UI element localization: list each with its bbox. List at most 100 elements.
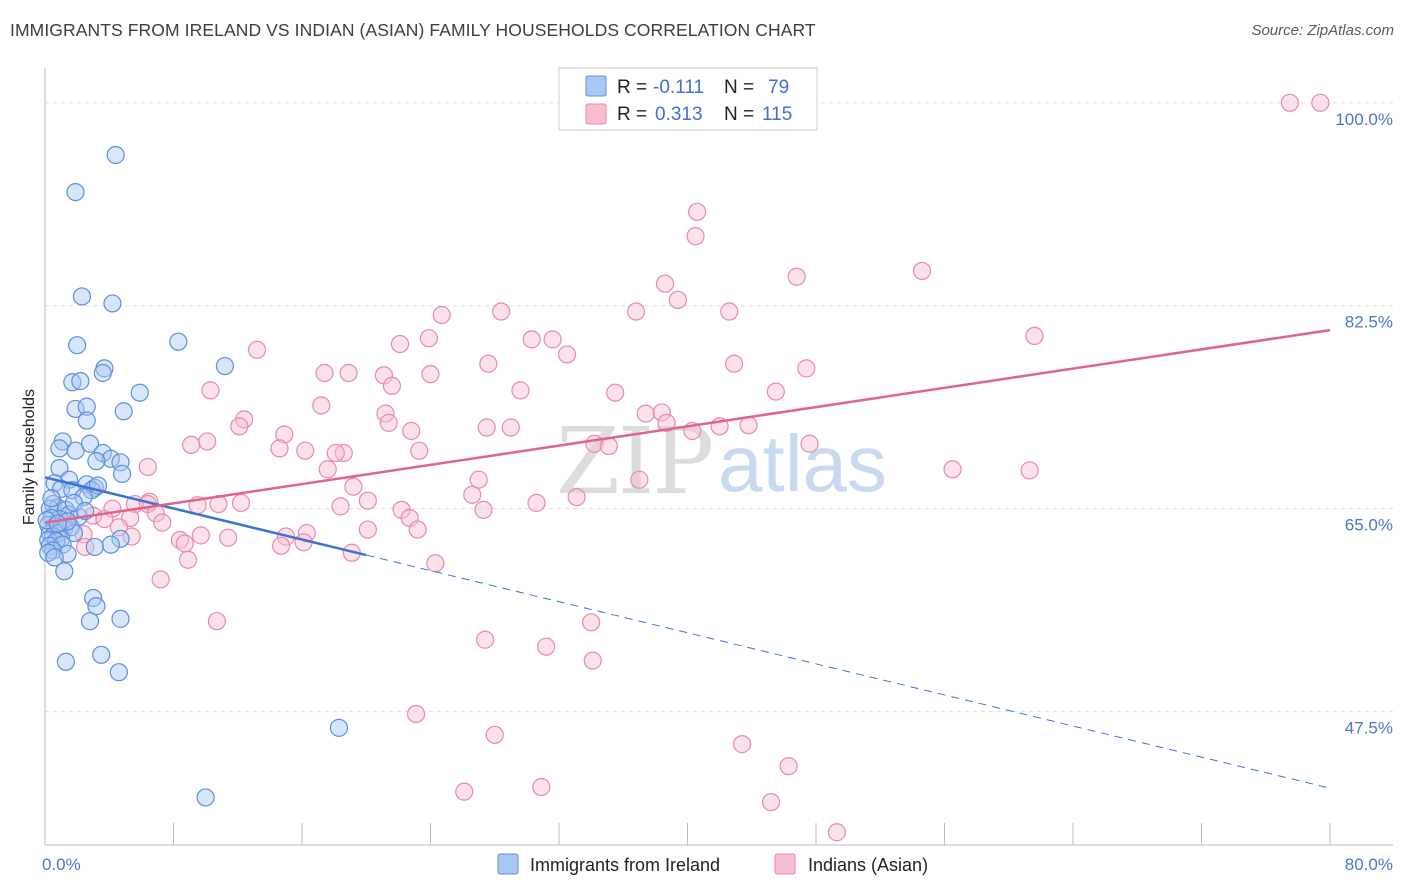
ireland-point-5 (215, 356, 234, 376)
ireland-point-23 (111, 453, 130, 472)
ireland-point-14 (114, 402, 133, 421)
legend-r-value-indians: 0.313 (655, 104, 703, 125)
indians-point-32 (636, 404, 655, 423)
legend-r-label-indians: R = (617, 104, 647, 125)
indians-point-26 (382, 376, 402, 395)
indians-point-30 (606, 383, 625, 402)
indians-point-33 (652, 403, 671, 422)
indians-point-46 (198, 432, 217, 451)
indians-point-13 (419, 329, 438, 348)
ireland-point-59 (43, 541, 63, 560)
indians-point-56 (318, 460, 337, 479)
ireland-point-69 (56, 652, 75, 671)
indians-point-53 (326, 443, 345, 463)
indians-point-106 (532, 777, 551, 797)
ireland-point-73 (42, 489, 61, 508)
indians-point-23 (339, 363, 358, 383)
ireland-trend-solid (44, 476, 367, 557)
indians-point-63 (231, 493, 251, 512)
indians-point-9 (720, 302, 739, 321)
indians-point-103 (733, 735, 752, 754)
indians-point-69 (474, 500, 493, 519)
indians-point-22 (797, 359, 816, 378)
ireland-trend-dashed (366, 554, 1331, 789)
bottom-legend-label-indians: Indians (Asian) (808, 855, 928, 875)
legend-n-value-indians: 115 (762, 104, 792, 125)
indians-point-101 (406, 704, 426, 724)
ireland-point-34 (74, 487, 93, 507)
indians-point-37 (657, 413, 676, 432)
legend-n-label-indians: N = (724, 104, 754, 125)
indians-point-91 (272, 536, 291, 555)
indians-point-50 (270, 439, 289, 458)
indians-point-20 (479, 354, 498, 373)
indians-point-87 (170, 530, 190, 550)
ireland-point-1 (66, 182, 85, 202)
indians-point-108 (827, 823, 846, 842)
ireland-point-15 (77, 411, 96, 430)
y-tick-label-2: 82.5% (1345, 313, 1393, 332)
indians-point-93 (178, 550, 198, 569)
indians-point-104 (779, 757, 798, 776)
ireland-point-18 (80, 434, 100, 453)
indians-point-82 (191, 526, 210, 545)
ireland-point-3 (103, 294, 122, 313)
correlation-legend: R = -0.111 N = 79 R = 0.313 N = 115 (558, 67, 818, 131)
ireland-point-6 (68, 336, 87, 355)
y-tick-label-0: 47.5% (1345, 719, 1393, 738)
ireland-point-22 (87, 452, 106, 471)
x-tick-label-min: 0.0% (42, 855, 81, 874)
y-tick-labels: 47.5% 65.0% 82.5% 100.0% (1335, 110, 1393, 738)
indians-point-28 (201, 381, 220, 400)
indians-point-58 (1020, 461, 1039, 480)
indians-point-47 (182, 435, 201, 455)
ireland-point-72 (196, 788, 215, 807)
indians-point-29 (766, 382, 785, 401)
ireland-point-67 (80, 612, 100, 631)
legend-n-value-ireland: 79 (768, 77, 789, 98)
indians-point-25 (315, 363, 334, 383)
indians-point-4 (912, 261, 932, 281)
indians-point-5 (787, 267, 806, 286)
ireland-point-25 (112, 464, 132, 483)
indians-point-27 (511, 381, 530, 400)
indians-point-21 (724, 354, 744, 373)
legend-r-label-ireland: R = (617, 77, 647, 98)
bottom-legend-label-ireland: Immigrants from Ireland (530, 855, 720, 875)
indians-point-7 (668, 290, 687, 310)
ireland-point-62 (45, 548, 64, 567)
indians-point-78 (109, 518, 128, 537)
ireland-point-19 (50, 439, 69, 458)
indians-point-54 (800, 434, 819, 453)
indians-point-16 (390, 334, 410, 354)
indians-point-39 (477, 418, 496, 437)
bottom-legend-swatch-ireland (497, 853, 519, 875)
chart-title: IMMIGRANTS FROM IRELAND VS INDIAN (ASIAN… (10, 20, 816, 40)
indians-point-43 (402, 421, 421, 441)
ireland-point-10 (71, 372, 90, 391)
indians-point-60 (469, 470, 488, 489)
indians-point-94 (426, 554, 445, 573)
ireland-point-11 (130, 383, 149, 402)
ireland-point-78 (48, 514, 67, 533)
indians-point-67 (331, 497, 350, 516)
source-credit: Source: ZipAtlas.com (1251, 22, 1394, 39)
indians-point-114 (358, 491, 377, 510)
ireland-point-70 (109, 663, 128, 682)
bottom-legend-swatch-indians (774, 853, 796, 875)
ireland-point-65 (87, 597, 106, 616)
indians-point-111 (463, 485, 482, 504)
indians-point-55 (138, 457, 157, 477)
y-axis-title: Family Households (21, 389, 38, 525)
indians-point-96 (207, 612, 226, 631)
series-indians-asian-points (58, 93, 1330, 842)
legend-n-label-ireland: N = (724, 77, 754, 98)
indians-point-12 (1025, 326, 1044, 345)
indians-point-86 (219, 528, 238, 547)
legend-swatch-indians (585, 103, 607, 125)
series-ireland-points (37, 145, 349, 807)
indians-point-3 (686, 227, 705, 246)
ireland-point-2 (72, 287, 92, 306)
indians-point-89 (175, 534, 194, 553)
indians-point-59 (630, 470, 649, 489)
